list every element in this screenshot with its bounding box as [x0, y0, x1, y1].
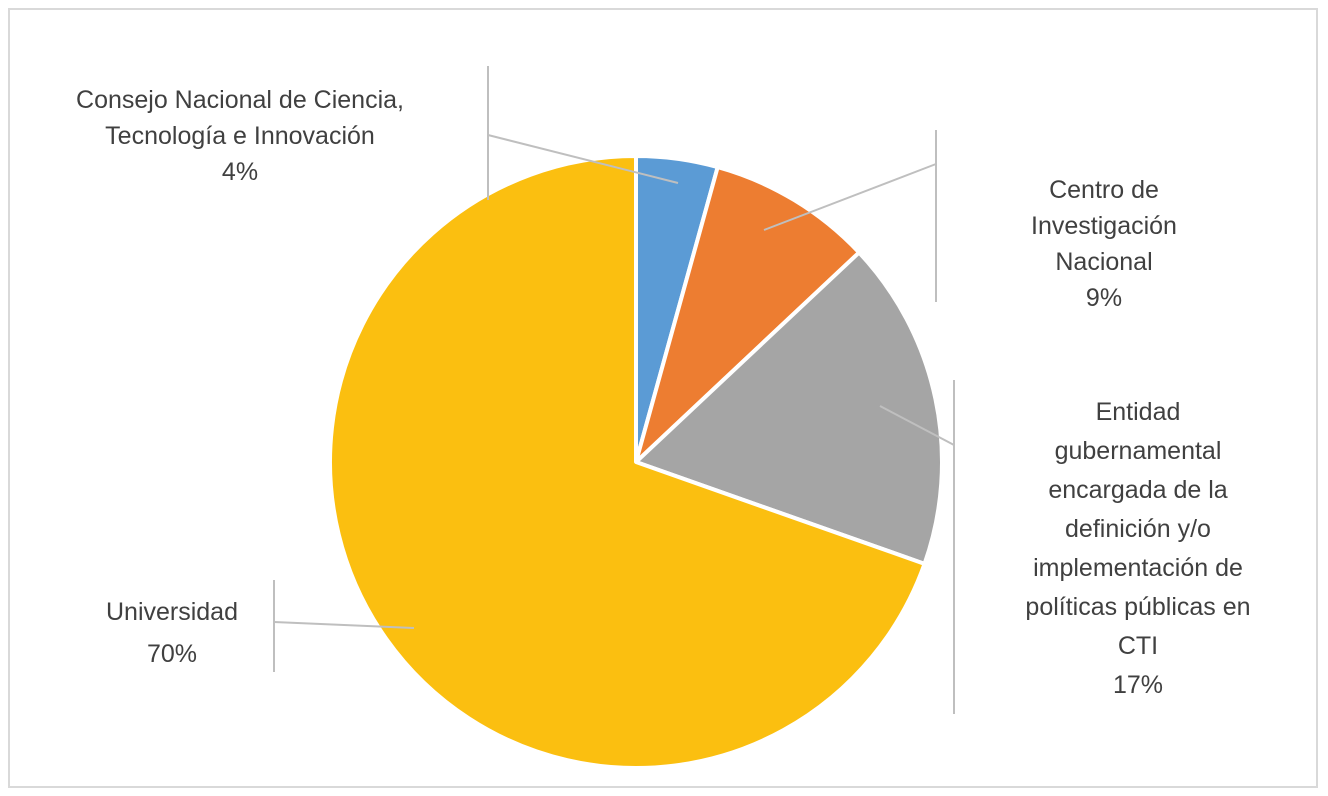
leader-line-2: [763, 163, 937, 231]
data-labels: Consejo Nacional de Ciencia, Tecnología e…: [76, 86, 1251, 699]
data-label-2: Centro de Investigación Nacional 9%: [1031, 176, 1177, 312]
pie-slice-2: [634, 165, 862, 464]
leader-line-3: [879, 405, 955, 446]
category-label-line: definición y/o: [1065, 515, 1211, 543]
category-label-line: Nacional: [1055, 248, 1152, 276]
category-label-line: implementación de: [1033, 554, 1243, 582]
category-label-line: CTI: [1118, 632, 1158, 660]
data-label-4: Universidad 70%: [106, 598, 238, 668]
category-label-line: gubernamental: [1055, 437, 1222, 465]
leader-line-4: [273, 621, 415, 629]
category-label-line: encargada de la: [1048, 476, 1227, 504]
pie-slice-3: [634, 250, 944, 566]
category-label-line: Tecnología e Innovación: [105, 122, 375, 150]
percent-label: 9%: [1086, 284, 1122, 312]
percent-label: 70%: [147, 640, 197, 668]
percent-label: 4%: [222, 158, 258, 186]
percent-label: 17%: [1113, 671, 1163, 699]
pie-slice-4: [328, 154, 927, 770]
leader-lines: [273, 66, 955, 714]
category-label-line: Centro de: [1049, 176, 1159, 204]
data-label-3: Entidad gubernamental encargada de la defin…: [1025, 398, 1250, 699]
category-label-line: Universidad: [106, 598, 238, 626]
category-label-line: Investigación: [1031, 212, 1177, 240]
category-label-line: Consejo Nacional de Ciencia,: [76, 86, 404, 114]
leader-line-1: [487, 134, 679, 184]
pie-slices: [328, 154, 944, 770]
category-label-line: políticas públicas en: [1025, 593, 1250, 621]
data-label-1: Consejo Nacional de Ciencia, Tecnología e…: [76, 86, 404, 186]
category-label-line: Entidad: [1096, 398, 1181, 426]
